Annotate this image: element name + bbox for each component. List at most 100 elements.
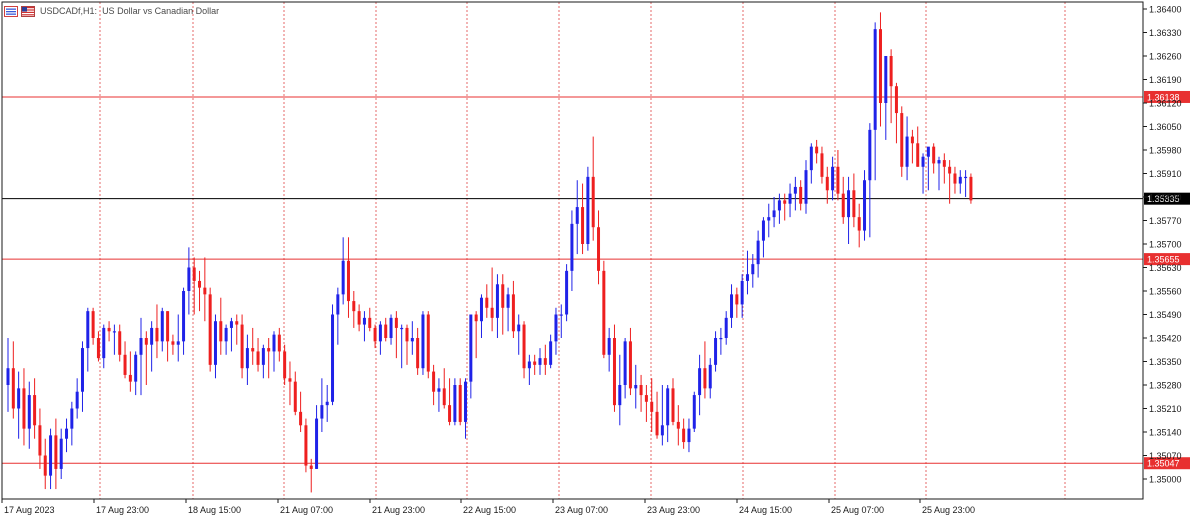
- candle-body: [22, 388, 26, 429]
- candle-body: [527, 361, 531, 369]
- candle-body: [735, 294, 739, 305]
- candle: [495, 274, 499, 338]
- y-tick-label: 1.35070: [1149, 451, 1182, 461]
- candle: [852, 173, 856, 228]
- candle-body: [192, 267, 196, 281]
- candle-body: [490, 307, 494, 318]
- candle: [91, 307, 95, 345]
- candle: [756, 230, 760, 278]
- candle: [11, 341, 15, 419]
- chart-header: USDCADf, H1: US Dollar vs Canadian Dolla…: [4, 4, 219, 18]
- candle: [240, 314, 244, 379]
- candle-body: [49, 435, 53, 476]
- candle: [623, 338, 627, 399]
- candle: [804, 160, 808, 214]
- candle-body: [219, 321, 223, 342]
- candle-body: [458, 385, 462, 422]
- candle: [714, 331, 718, 372]
- candle-body: [261, 348, 265, 365]
- candle-body: [293, 381, 297, 412]
- candle: [820, 146, 824, 184]
- chart-menu-icon[interactable]: [4, 5, 18, 17]
- y-tick-label: 1.35420: [1149, 334, 1182, 344]
- candle: [469, 314, 473, 399]
- candle: [219, 297, 223, 355]
- candle-body: [479, 297, 483, 322]
- candle-body: [969, 176, 973, 201]
- y-tick-label: 1.36050: [1149, 122, 1182, 132]
- candle-body: [841, 193, 845, 218]
- candle: [426, 311, 430, 379]
- candle: [676, 405, 680, 446]
- candle: [150, 321, 154, 372]
- candle: [352, 291, 356, 328]
- candle: [458, 378, 462, 426]
- axes: 1.36400 1.36330 1.36260 1.36190 1.36120 1.360…: [1, 1, 1182, 515]
- candle: [304, 418, 308, 473]
- candle-body: [362, 317, 366, 325]
- candle: [309, 458, 313, 493]
- candle: [166, 311, 170, 362]
- candle: [575, 180, 579, 255]
- candle: [325, 385, 329, 422]
- candle: [730, 284, 734, 328]
- candle-body: [155, 327, 159, 342]
- candle: [506, 287, 510, 332]
- candle-body: [884, 56, 888, 103]
- symbol-name: USDCADf: [40, 6, 81, 16]
- candle-body: [591, 176, 595, 228]
- candle-body: [166, 311, 170, 342]
- candle-body: [767, 217, 771, 221]
- candle: [565, 264, 569, 322]
- candle-body: [852, 190, 856, 218]
- candle-body: [80, 348, 84, 392]
- candle-body: [894, 86, 898, 114]
- candle-body: [251, 348, 255, 352]
- candle-body: [628, 341, 632, 389]
- candle: [400, 324, 404, 369]
- candle-body: [788, 193, 792, 204]
- plot-frame: [1, 1, 1144, 500]
- candle-body: [96, 338, 100, 359]
- level-label-bg: [1144, 457, 1190, 470]
- candle: [682, 418, 686, 449]
- candle-body: [538, 358, 542, 365]
- candle: [405, 324, 409, 365]
- candle-body: [772, 210, 776, 218]
- candle: [378, 321, 382, 355]
- candle: [745, 250, 749, 295]
- candle-body: [198, 280, 202, 288]
- candle: [836, 150, 840, 201]
- candle: [198, 270, 202, 312]
- y-tick-label: 1.35840: [1149, 193, 1182, 203]
- chart-grid: [99, 2, 1066, 499]
- candle: [559, 304, 563, 338]
- candle-body: [171, 341, 175, 345]
- candle: [171, 334, 175, 355]
- candle-body: [389, 317, 393, 338]
- candle: [698, 354, 702, 416]
- candle-body: [602, 270, 606, 355]
- candle: [373, 324, 377, 349]
- candle-body: [91, 311, 95, 338]
- candle: [208, 287, 212, 372]
- candle-body: [676, 421, 680, 429]
- candle-body: [714, 338, 718, 365]
- candle: [416, 327, 420, 375]
- candle-body: [942, 160, 946, 167]
- candle: [485, 284, 489, 318]
- symbol-flag-icon: [21, 5, 35, 17]
- candle: [660, 385, 664, 446]
- x-tick-label: 18 Aug 15:00: [188, 505, 241, 515]
- candle-body: [666, 388, 670, 426]
- candle: [331, 304, 335, 406]
- candle: [139, 317, 143, 396]
- horizontal-levels[interactable]: 1.36138 1.35655 1.35047 1.35835: [2, 90, 1190, 470]
- candle-body: [107, 327, 111, 332]
- candle-body: [554, 314, 558, 342]
- candle: [267, 338, 271, 379]
- candle-body: [384, 324, 388, 338]
- candle: [160, 307, 164, 352]
- candle: [261, 344, 265, 379]
